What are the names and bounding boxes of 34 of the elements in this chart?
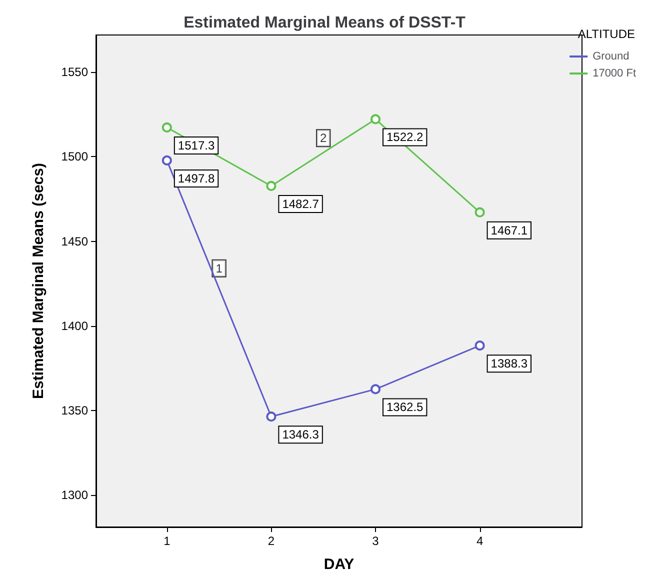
data-label: 1497.8 <box>178 171 215 186</box>
annotation: 2 <box>320 131 328 146</box>
x-axis-title: DAY <box>324 556 354 573</box>
x-tick-label: 4 <box>476 534 484 548</box>
x-tick-label: 3 <box>372 534 380 548</box>
y-tick-label: 1300 <box>61 488 88 502</box>
data-label: 1467.1 <box>490 223 528 238</box>
legend-label: 17000 Ft <box>592 68 636 80</box>
point <box>266 412 276 422</box>
legend-label: Ground <box>592 50 630 62</box>
y-axis-title: Estimated Marginal Means (secs) <box>30 163 47 399</box>
data-label: 1362.5 <box>386 400 424 414</box>
y-tick-label: 1400 <box>61 318 88 333</box>
point <box>266 180 276 191</box>
data-label: 1346.3 <box>282 428 320 442</box>
point <box>162 155 172 166</box>
y-tick-label: 1350 <box>61 403 88 418</box>
legend-title: ALTITUDE <box>578 27 636 41</box>
point <box>370 384 380 394</box>
data-label: 1517.3 <box>178 138 215 152</box>
y-tick-label: 1500 <box>61 150 88 164</box>
point <box>370 114 380 124</box>
point <box>474 207 485 218</box>
point <box>162 122 172 132</box>
annotation: 1 <box>216 261 223 276</box>
x-tick-label: 1 <box>164 534 171 548</box>
x-tick-label: 2 <box>268 534 275 548</box>
y-tick-label: 1450 <box>61 234 88 248</box>
chart-title: Estimated Marginal Means of DSST-T <box>184 14 466 32</box>
data-label: 1388.3 <box>490 356 528 371</box>
point <box>474 340 485 351</box>
y-tick-label: 1550 <box>61 65 88 80</box>
data-label: 1482.7 <box>282 196 320 211</box>
data-label: 1522.2 <box>386 130 424 144</box>
